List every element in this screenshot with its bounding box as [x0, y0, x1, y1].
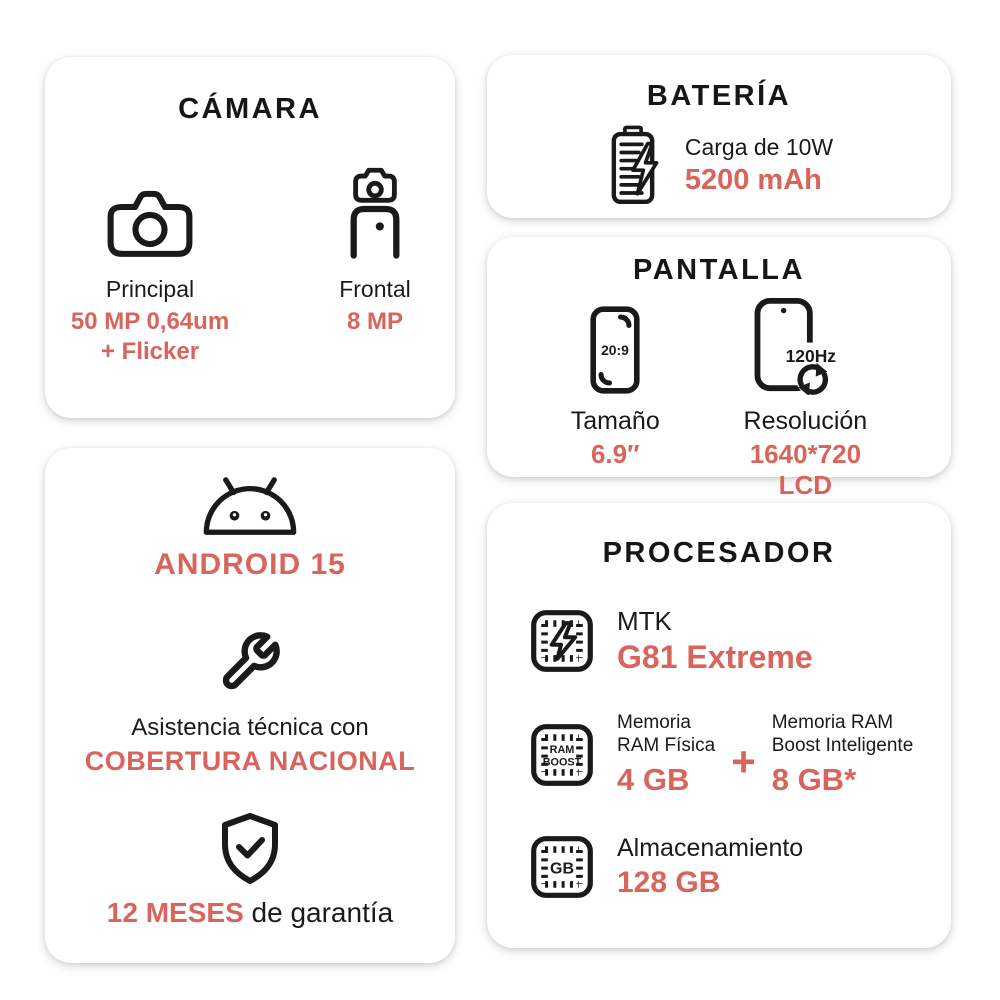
- battery-card-title: BATERÍA: [646, 80, 792, 112]
- display-resolution-label: Resolución: [743, 407, 868, 435]
- processor-card: PROCESADOR MTK G81 Extreme: [487, 503, 951, 948]
- display-size-column: 20:9 Tamaño 6.9″: [571, 295, 660, 501]
- wrench-icon: [218, 630, 282, 694]
- refresh-icon: [796, 362, 830, 395]
- display-columns: 20:9 Tamaño 6.9″ 120Hz: [487, 295, 951, 501]
- display-card: PANTALLA 20:9 Tamaño 6.9″ 120Hz: [487, 237, 951, 500]
- support-intro: Asistencia técnica con: [131, 714, 369, 741]
- storage-chip-text: GB: [550, 859, 574, 877]
- cpu-row: MTK G81 Extreme: [529, 606, 937, 676]
- storage-row: GB Almacenamiento 128 GB: [529, 834, 937, 900]
- warranty-value: 12 MESES: [106, 897, 244, 928]
- os-version: ANDROID 15: [154, 548, 346, 581]
- camera-card-title: CÁMARA: [178, 93, 322, 125]
- main-camera-value-line1: 50 MP 0,64um: [70, 308, 230, 335]
- ram-boost-value: 8 GB*: [771, 761, 857, 797]
- software-warranty-card: ANDROID 15 Asistencia técnica con COBERT…: [45, 448, 455, 963]
- cpu-text: MTK G81 Extreme: [617, 606, 813, 676]
- main-camera-value: 50 MP 0,64um + Flicker: [71, 307, 229, 367]
- ram-boost: Memoria RAM Boost Inteligente 8 GB*: [772, 712, 914, 798]
- ram-row: RAM BOOST Memoria RAM Física 4 GB + Memo…: [529, 712, 937, 798]
- android-icon: [199, 476, 301, 540]
- warranty-line: 12 MESES de garantía: [107, 897, 393, 929]
- front-camera-icon: [344, 156, 406, 260]
- ram-chip-icon: RAM BOOST: [529, 722, 595, 788]
- cpu-model: G81 Extreme: [617, 639, 813, 675]
- storage-chip-icon: GB: [529, 834, 595, 900]
- main-camera-label: Principal: [105, 276, 195, 302]
- ram-chip-text-line1: RAM: [550, 744, 575, 756]
- battery-card: BATERÍA Carga de 10W 5200 mAh: [487, 55, 951, 218]
- ram-physical-value: 4 GB: [617, 761, 690, 797]
- battery-charge-label: Carga de 10W: [684, 133, 834, 160]
- front-camera-label: Frontal: [339, 276, 411, 302]
- storage-label: Almacenamiento: [617, 833, 804, 862]
- plus-icon: +: [731, 737, 756, 785]
- aspect-ratio-badge: 20:9: [601, 342, 629, 358]
- resolution-value-line: 1640*720: [749, 439, 862, 469]
- processor-rows: MTK G81 Extreme RAM BOOST: [487, 606, 951, 900]
- panel-type-line: LCD: [778, 470, 833, 501]
- display-size-label: Tamaño: [570, 407, 660, 435]
- refresh-rate-badge: 120Hz: [786, 346, 837, 366]
- camera-icon: [105, 156, 195, 260]
- main-camera-column: Principal 50 MP 0,64um + Flicker: [50, 156, 250, 367]
- display-resolution-value: 1640*720 LCD: [750, 439, 861, 501]
- ram-grid: Memoria RAM Física 4 GB + Memoria RAM Bo…: [617, 712, 913, 798]
- support-highlight: COBERTURA NACIONAL: [84, 746, 416, 776]
- display-resolution-column: 120Hz Resolución 1640*720 LCD: [743, 295, 868, 501]
- storage-value: 128 GB: [617, 865, 721, 899]
- camera-columns: Principal 50 MP 0,64um + Flicker Frontal…: [45, 156, 455, 367]
- ram-physical-label-line2: RAM Física: [617, 734, 716, 756]
- warranty-suffix: de garantía: [251, 897, 394, 928]
- phone-refresh-rate-icon: 120Hz: [750, 295, 860, 395]
- display-size-value: 6.9″: [590, 439, 640, 469]
- battery-row: Carga de 10W 5200 mAh: [487, 124, 951, 206]
- ram-physical: Memoria RAM Física 4 GB: [617, 712, 715, 798]
- camera-card: CÁMARA Principal 50 MP 0,64um + Flicker: [45, 57, 455, 418]
- ram-boost-label-line1: Memoria RAM: [771, 712, 894, 733]
- phone-aspect-ratio-icon: 20:9: [589, 295, 641, 395]
- battery-capacity-value: 5200 mAh: [684, 163, 822, 196]
- shield-check-icon: [216, 811, 284, 887]
- cpu-brand: MTK: [617, 606, 672, 636]
- processor-card-title: PROCESADOR: [602, 537, 836, 569]
- display-card-title: PANTALLA: [633, 254, 805, 286]
- main-camera-value-line2: + Flicker: [100, 338, 200, 365]
- ram-chip-text-line2: BOOST: [543, 756, 582, 768]
- battery-text: Carga de 10W 5200 mAh: [685, 134, 833, 197]
- ram-boost-label-line2: Boost Inteligente: [771, 734, 914, 756]
- battery-charging-icon: [605, 124, 661, 206]
- front-camera-value: 8 MP: [346, 308, 403, 335]
- front-camera-column: Frontal 8 MP: [300, 156, 450, 367]
- cpu-chip-icon: [529, 608, 595, 674]
- storage-text: Almacenamiento 128 GB: [617, 834, 803, 900]
- ram-physical-label-line1: Memoria: [617, 712, 691, 733]
